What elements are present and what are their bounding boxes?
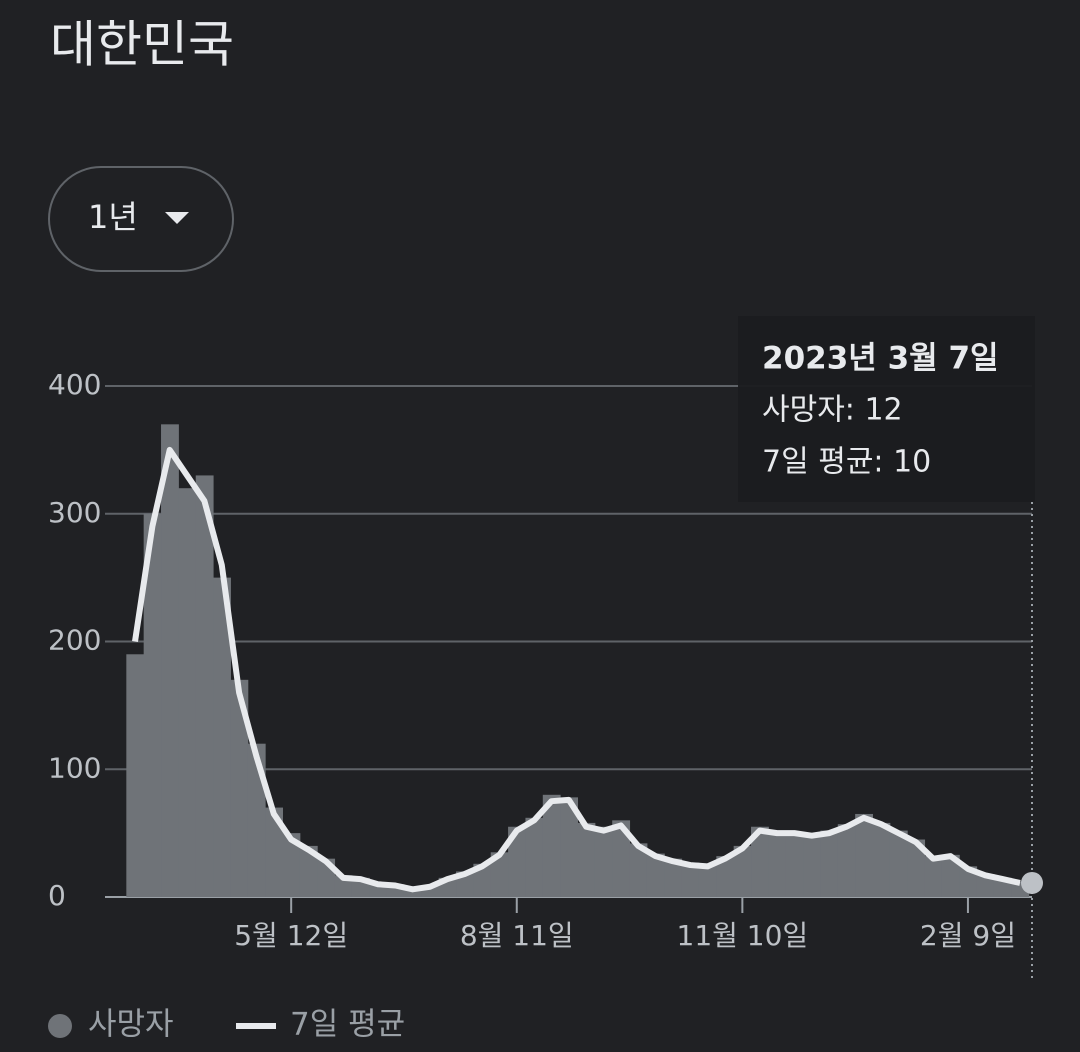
- bar: [803, 833, 821, 897]
- y-tick-label: 200: [48, 624, 101, 657]
- bar: [594, 826, 613, 897]
- x-tick-label: 8월 11일: [460, 919, 574, 952]
- tooltip-line: 사망자: 12: [762, 393, 903, 428]
- bar: [143, 513, 162, 897]
- y-tick-label: 400: [48, 368, 101, 401]
- bar: [403, 888, 422, 897]
- bar: [820, 830, 839, 897]
- bar: [924, 856, 943, 897]
- bar: [230, 679, 249, 897]
- bar: [629, 843, 648, 897]
- y-tick-label: 100: [48, 751, 101, 784]
- y-tick-label: 0: [48, 879, 66, 912]
- bar: [855, 813, 873, 897]
- bar: [768, 830, 787, 897]
- bar: [698, 865, 717, 897]
- legend: 사망자 7일 평균: [48, 1007, 405, 1043]
- x-tick-label: 5월 12일: [234, 919, 348, 952]
- dropdown-arrow: [165, 212, 189, 224]
- legend-label: 7일 평균: [290, 1007, 405, 1043]
- hover-point: [1021, 871, 1043, 894]
- bar: [560, 797, 578, 897]
- bar: [733, 845, 752, 897]
- legend-label: 사망자: [88, 1007, 174, 1043]
- bar: [490, 852, 509, 897]
- bar: [126, 654, 145, 897]
- bar: [299, 845, 318, 897]
- line: [132, 446, 1021, 893]
- bar: [508, 826, 526, 897]
- bar: [213, 577, 231, 897]
- bar: [889, 830, 908, 897]
- bar: [976, 874, 995, 897]
- page-title: 대한민국: [50, 16, 234, 74]
- bar: [907, 839, 926, 897]
- bar: [716, 856, 735, 897]
- bar: [282, 833, 301, 897]
- legend-swatch: [48, 1014, 72, 1038]
- bar: [178, 488, 197, 897]
- tooltip-date: 2023년 3월 7일: [762, 341, 999, 377]
- bar: [421, 885, 440, 897]
- bar: [664, 858, 683, 897]
- bar: [195, 475, 214, 897]
- bar: [681, 862, 700, 897]
- bar: [785, 831, 804, 897]
- bar: [542, 794, 561, 897]
- bar: [751, 826, 769, 897]
- bar: [612, 820, 631, 897]
- bar: [941, 854, 960, 897]
- bar: [646, 853, 665, 897]
- bar: [525, 817, 544, 897]
- bar: [959, 866, 978, 897]
- tooltip-box: [738, 316, 1035, 502]
- tooltip: 2023년 3월 7일 사망자: 12 7일 평균: 10: [738, 316, 1035, 502]
- bar: [473, 863, 492, 897]
- bar: [577, 822, 596, 897]
- dropdown-label: 1년: [88, 198, 138, 236]
- x-tick-label: 2월 9일: [920, 919, 1016, 952]
- plot-area: 0 100 200 300 400 5월 12일 8월 11일 11월 10일 2월 9일: [48, 368, 1043, 980]
- bar: [265, 807, 283, 897]
- bar: [872, 822, 891, 897]
- y-tick-label: 300: [48, 496, 101, 529]
- bar: [837, 824, 856, 897]
- bar: [161, 424, 179, 897]
- range-dropdown[interactable]: [48, 166, 234, 272]
- x-tick-label: 11월 10일: [677, 919, 809, 952]
- tooltip-line: 7일 평균: 10: [762, 445, 931, 480]
